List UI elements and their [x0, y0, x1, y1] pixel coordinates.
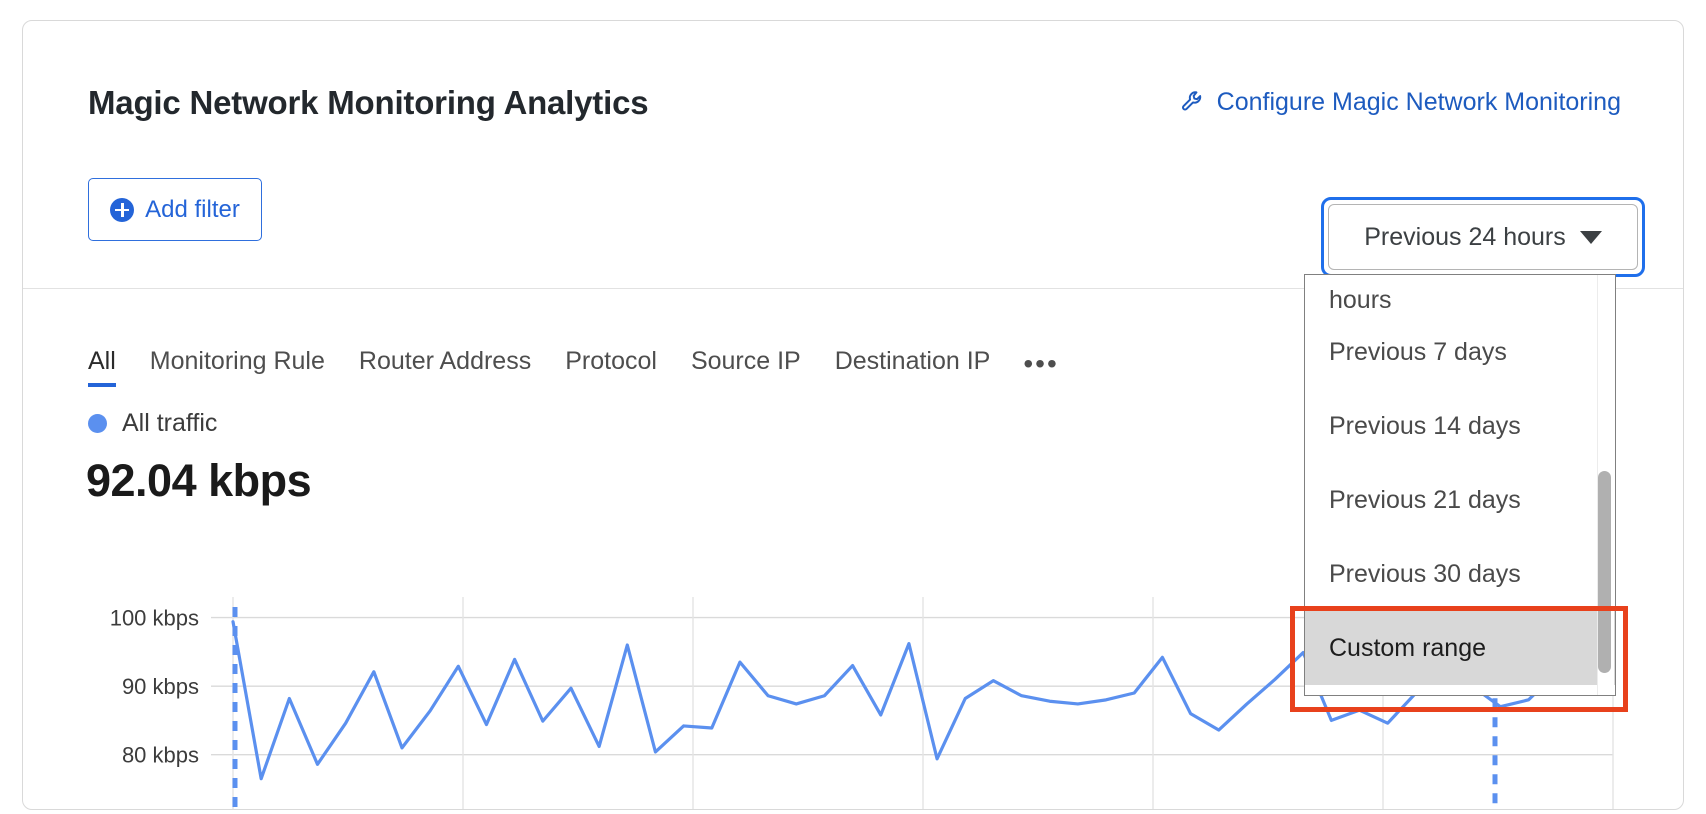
chart-series-line — [231, 620, 1615, 781]
menu-scrollbar-track[interactable] — [1597, 275, 1614, 695]
configure-magic-network-monitoring-link[interactable]: Configure Magic Network Monitoring — [1180, 89, 1621, 115]
tab-all[interactable]: All — [88, 347, 133, 387]
time-range-option-list: hours Previous 7 days Previous 14 days Prev… — [1305, 275, 1615, 695]
time-range-option-custom-range[interactable]: Custom range — [1305, 611, 1615, 685]
wrench-icon — [1180, 89, 1206, 115]
time-range-focus-ring: Previous 24 hours — [1321, 197, 1645, 277]
configure-link-label: Configure Magic Network Monitoring — [1216, 87, 1621, 116]
chart-y-axis-labels: 100 kbps 90 kbps 80 kbps — [110, 606, 199, 768]
y-axis-tick-label: 90 kbps — [122, 674, 199, 699]
tab-source-ip[interactable]: Source IP — [690, 347, 801, 375]
page-title: Magic Network Monitoring Analytics — [88, 84, 649, 121]
add-filter-button[interactable]: Add filter — [88, 178, 262, 241]
add-filter-label: Add filter — [145, 195, 240, 223]
tabs-overflow-icon[interactable]: ••• — [1023, 348, 1059, 380]
card-header: Magic Network Monitoring Analytics Confi… — [23, 21, 1683, 289]
time-range-option-previous-7-days[interactable]: Previous 7 days — [1329, 337, 1507, 366]
chart-legend: All traffic — [88, 411, 217, 436]
time-range-option-previous-30-days[interactable]: Previous 30 days — [1329, 559, 1521, 588]
tab-destination-ip[interactable]: Destination IP — [834, 347, 991, 375]
y-axis-tick-label: 80 kbps — [122, 743, 199, 768]
time-range-option-previous-21-days[interactable]: Previous 21 days — [1329, 485, 1521, 514]
chevron-down-icon — [1579, 230, 1602, 244]
y-axis-tick-label: 100 kbps — [110, 606, 199, 631]
time-range-menu[interactable]: hours Previous 7 days Previous 14 days Prev… — [1304, 274, 1616, 696]
plus-circle-icon — [110, 197, 135, 222]
time-range-dropdown-button[interactable]: Previous 24 hours — [1328, 204, 1638, 270]
metric-value: 92.04 kbps — [86, 455, 312, 506]
legend-series-label: All traffic — [122, 409, 218, 437]
tab-router-address[interactable]: Router Address — [358, 347, 532, 375]
card-body: All Monitoring Rule Router Address Protocol… — [23, 289, 1683, 809]
analytics-tabs: All Monitoring Rule Router Address Protocol… — [88, 347, 1073, 387]
time-range-option-previous-14-days[interactable]: Previous 14 days — [1329, 411, 1521, 440]
legend-color-dot — [88, 414, 107, 433]
time-range-selected-label: Previous 24 hours — [1364, 222, 1566, 251]
menu-scrollbar-thumb[interactable] — [1598, 471, 1611, 673]
tab-protocol[interactable]: Protocol — [565, 347, 657, 375]
tab-monitoring-rule[interactable]: Monitoring Rule — [149, 347, 325, 375]
time-range-option-hours[interactable]: hours — [1329, 286, 1392, 314]
